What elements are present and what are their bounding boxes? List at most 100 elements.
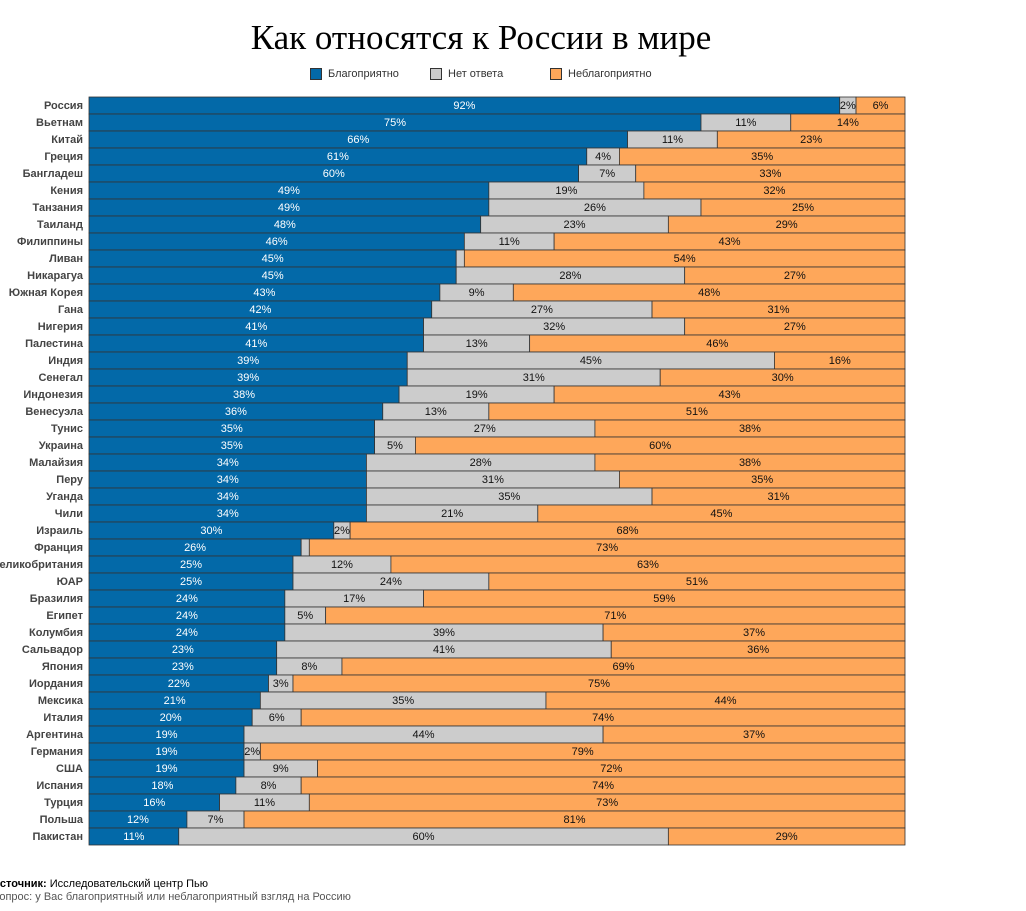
data-label: 19% bbox=[156, 729, 178, 741]
category-label: Бангладеш bbox=[23, 168, 83, 180]
category-label: Гана bbox=[58, 304, 84, 316]
data-label: 26% bbox=[184, 542, 206, 554]
data-label: 11% bbox=[499, 236, 520, 248]
data-label: 60% bbox=[323, 168, 345, 180]
data-label: 2% bbox=[840, 100, 856, 112]
data-label: 30% bbox=[772, 372, 794, 384]
data-label: 45% bbox=[710, 508, 732, 520]
legend-label: Нет ответа bbox=[448, 68, 504, 80]
category-label: Таиланд bbox=[37, 219, 83, 231]
category-label: Испания bbox=[36, 780, 83, 792]
data-label: 5% bbox=[297, 610, 313, 622]
data-label: 38% bbox=[739, 423, 761, 435]
category-label: Италия bbox=[43, 712, 83, 724]
bar-segment bbox=[455, 249, 465, 268]
data-label: 72% bbox=[600, 763, 622, 775]
source-value: Исследовательский центр Пью bbox=[49, 878, 209, 890]
category-label: Палестина bbox=[25, 338, 84, 350]
category-label: Турция bbox=[44, 797, 83, 809]
legend-swatch bbox=[430, 68, 442, 80]
category-label: Перу bbox=[56, 474, 84, 486]
category-label: ЮАР bbox=[57, 576, 83, 588]
question-text: Вопрос: у Вас благоприятный или неблагоп… bbox=[0, 891, 351, 903]
data-label: 45% bbox=[262, 253, 284, 265]
data-label: 43% bbox=[719, 389, 741, 401]
data-label: 9% bbox=[469, 287, 485, 299]
data-label: 3% bbox=[273, 678, 289, 690]
data-label: 25% bbox=[180, 559, 202, 571]
category-label: Индонезия bbox=[23, 389, 83, 401]
data-label: 35% bbox=[751, 474, 773, 486]
data-label: 19% bbox=[156, 746, 178, 758]
data-label: 9% bbox=[273, 763, 289, 775]
data-label: 42% bbox=[249, 304, 271, 316]
category-label: Китай bbox=[51, 134, 83, 146]
data-label: 48% bbox=[274, 219, 296, 231]
data-label: 19% bbox=[156, 763, 178, 775]
data-label: 24% bbox=[176, 610, 198, 622]
data-label: 61% bbox=[327, 151, 349, 163]
data-label: 73% bbox=[596, 797, 618, 809]
data-label: 35% bbox=[751, 151, 773, 163]
legend-item: Благоприятно bbox=[310, 68, 399, 80]
category-label: Никарагуа bbox=[27, 270, 84, 282]
category-label: Уганда bbox=[46, 491, 84, 503]
source-label: Источник: bbox=[0, 878, 47, 890]
data-label: 33% bbox=[759, 168, 781, 180]
data-label: 54% bbox=[674, 253, 696, 265]
data-label: 45% bbox=[580, 355, 602, 367]
data-label: 28% bbox=[470, 457, 492, 469]
data-label: 59% bbox=[653, 593, 675, 605]
data-label: 25% bbox=[180, 576, 202, 588]
data-label: 31% bbox=[482, 474, 504, 486]
category-label: Колумбия bbox=[29, 627, 83, 639]
data-label: 38% bbox=[233, 389, 255, 401]
category-label: Россия bbox=[44, 100, 83, 112]
category-label: Южная Корея bbox=[9, 287, 83, 299]
data-label: 74% bbox=[592, 712, 614, 724]
category-label: Ливан bbox=[49, 253, 83, 265]
legend-swatch bbox=[550, 68, 562, 80]
category-label: Израиль bbox=[36, 525, 83, 537]
data-label: 71% bbox=[604, 610, 626, 622]
data-label: 75% bbox=[588, 678, 610, 690]
data-label: 19% bbox=[466, 389, 488, 401]
category-label: Греция bbox=[44, 151, 83, 163]
data-label: 44% bbox=[413, 729, 435, 741]
data-label: 24% bbox=[176, 593, 198, 605]
data-label: 27% bbox=[531, 304, 553, 316]
category-label: Сальвадор bbox=[22, 644, 83, 656]
data-label: 19% bbox=[555, 185, 577, 197]
data-label: 23% bbox=[800, 134, 822, 146]
category-label: Малайзия bbox=[29, 457, 83, 469]
data-label: 69% bbox=[612, 661, 634, 673]
data-label: 92% bbox=[453, 100, 475, 112]
data-label: 8% bbox=[301, 661, 317, 673]
data-label: 11% bbox=[123, 831, 144, 843]
footer: Источник: Исследовательский центр Пью Во… bbox=[0, 878, 351, 904]
data-label: 46% bbox=[706, 338, 728, 350]
data-label: 43% bbox=[253, 287, 275, 299]
legend: Благоприятно Нет ответа Неблагоприятно bbox=[0, 68, 1026, 84]
data-label: 81% bbox=[564, 814, 586, 826]
data-label: 37% bbox=[743, 627, 765, 639]
data-label: 7% bbox=[208, 814, 224, 826]
data-label: 29% bbox=[776, 831, 798, 843]
data-label: 27% bbox=[784, 270, 806, 282]
data-label: 25% bbox=[792, 202, 814, 214]
data-label: 16% bbox=[829, 355, 851, 367]
category-label: Япония bbox=[42, 661, 83, 673]
data-label: 74% bbox=[592, 780, 614, 792]
data-label: 23% bbox=[172, 661, 194, 673]
category-label: Иордания bbox=[29, 678, 83, 690]
data-label: 13% bbox=[425, 406, 447, 418]
data-label: 2% bbox=[334, 525, 350, 537]
data-label: 43% bbox=[719, 236, 741, 248]
data-label: 44% bbox=[714, 695, 736, 707]
stacked-bar-chart: Россия 92% 2% 6% Вьетнам 75% 11% 14% Китай 66% 11%… bbox=[0, 96, 906, 846]
data-label: 51% bbox=[686, 576, 708, 588]
data-label: 38% bbox=[739, 457, 761, 469]
data-label: 20% bbox=[160, 712, 182, 724]
data-label: 39% bbox=[237, 372, 259, 384]
data-label: 24% bbox=[380, 576, 402, 588]
